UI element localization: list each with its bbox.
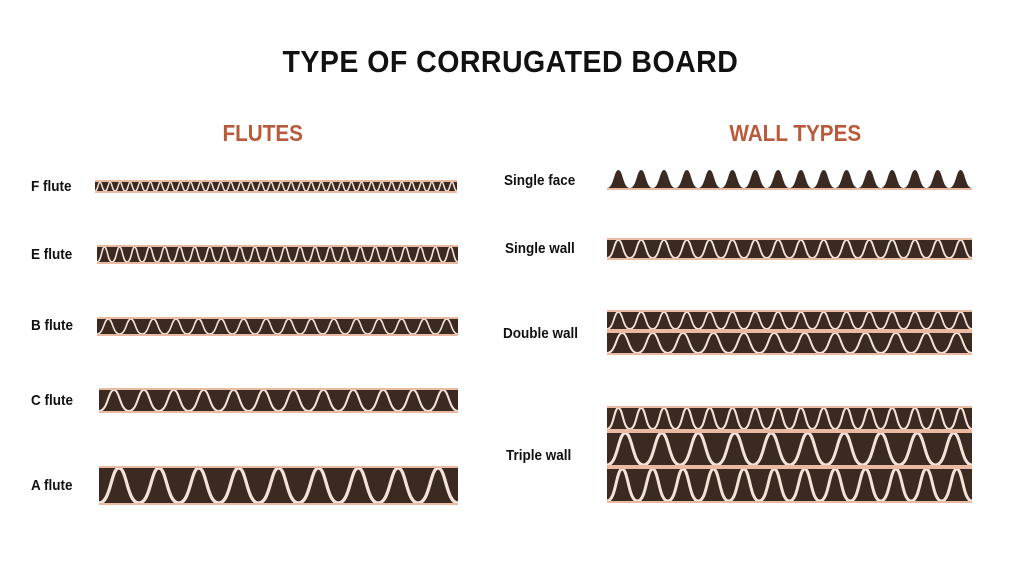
double-wall-bottom-board <box>607 331 972 355</box>
label-double-wall: Double wall <box>503 325 579 342</box>
c-flute-board <box>99 388 458 413</box>
label-a-flute: A flute <box>31 477 73 494</box>
triple-wall-middle-board <box>607 431 972 467</box>
page-title: TYPE OF CORRUGATED BOARD <box>282 44 739 79</box>
label-triple-wall: Triple wall <box>506 447 572 464</box>
e-flute-board <box>97 245 458 264</box>
label-f-flute: F flute <box>31 178 72 195</box>
label-e-flute: E flute <box>31 246 73 263</box>
label-single-wall: Single wall <box>505 240 575 257</box>
f-flute-board <box>95 180 457 193</box>
single-wall-board <box>607 238 972 260</box>
wall-types-heading: WALL TYPES <box>729 120 862 146</box>
double-wall-top-board <box>607 310 972 331</box>
label-c-flute: C flute <box>31 392 74 409</box>
a-flute-board <box>99 466 458 505</box>
flutes-heading: FLUTES <box>222 120 303 146</box>
label-single-face: Single face <box>504 172 576 189</box>
label-b-flute: B flute <box>31 317 74 334</box>
b-flute-board <box>97 317 458 336</box>
single-face-flute <box>607 170 972 190</box>
triple-wall-bottom-board <box>607 467 972 503</box>
